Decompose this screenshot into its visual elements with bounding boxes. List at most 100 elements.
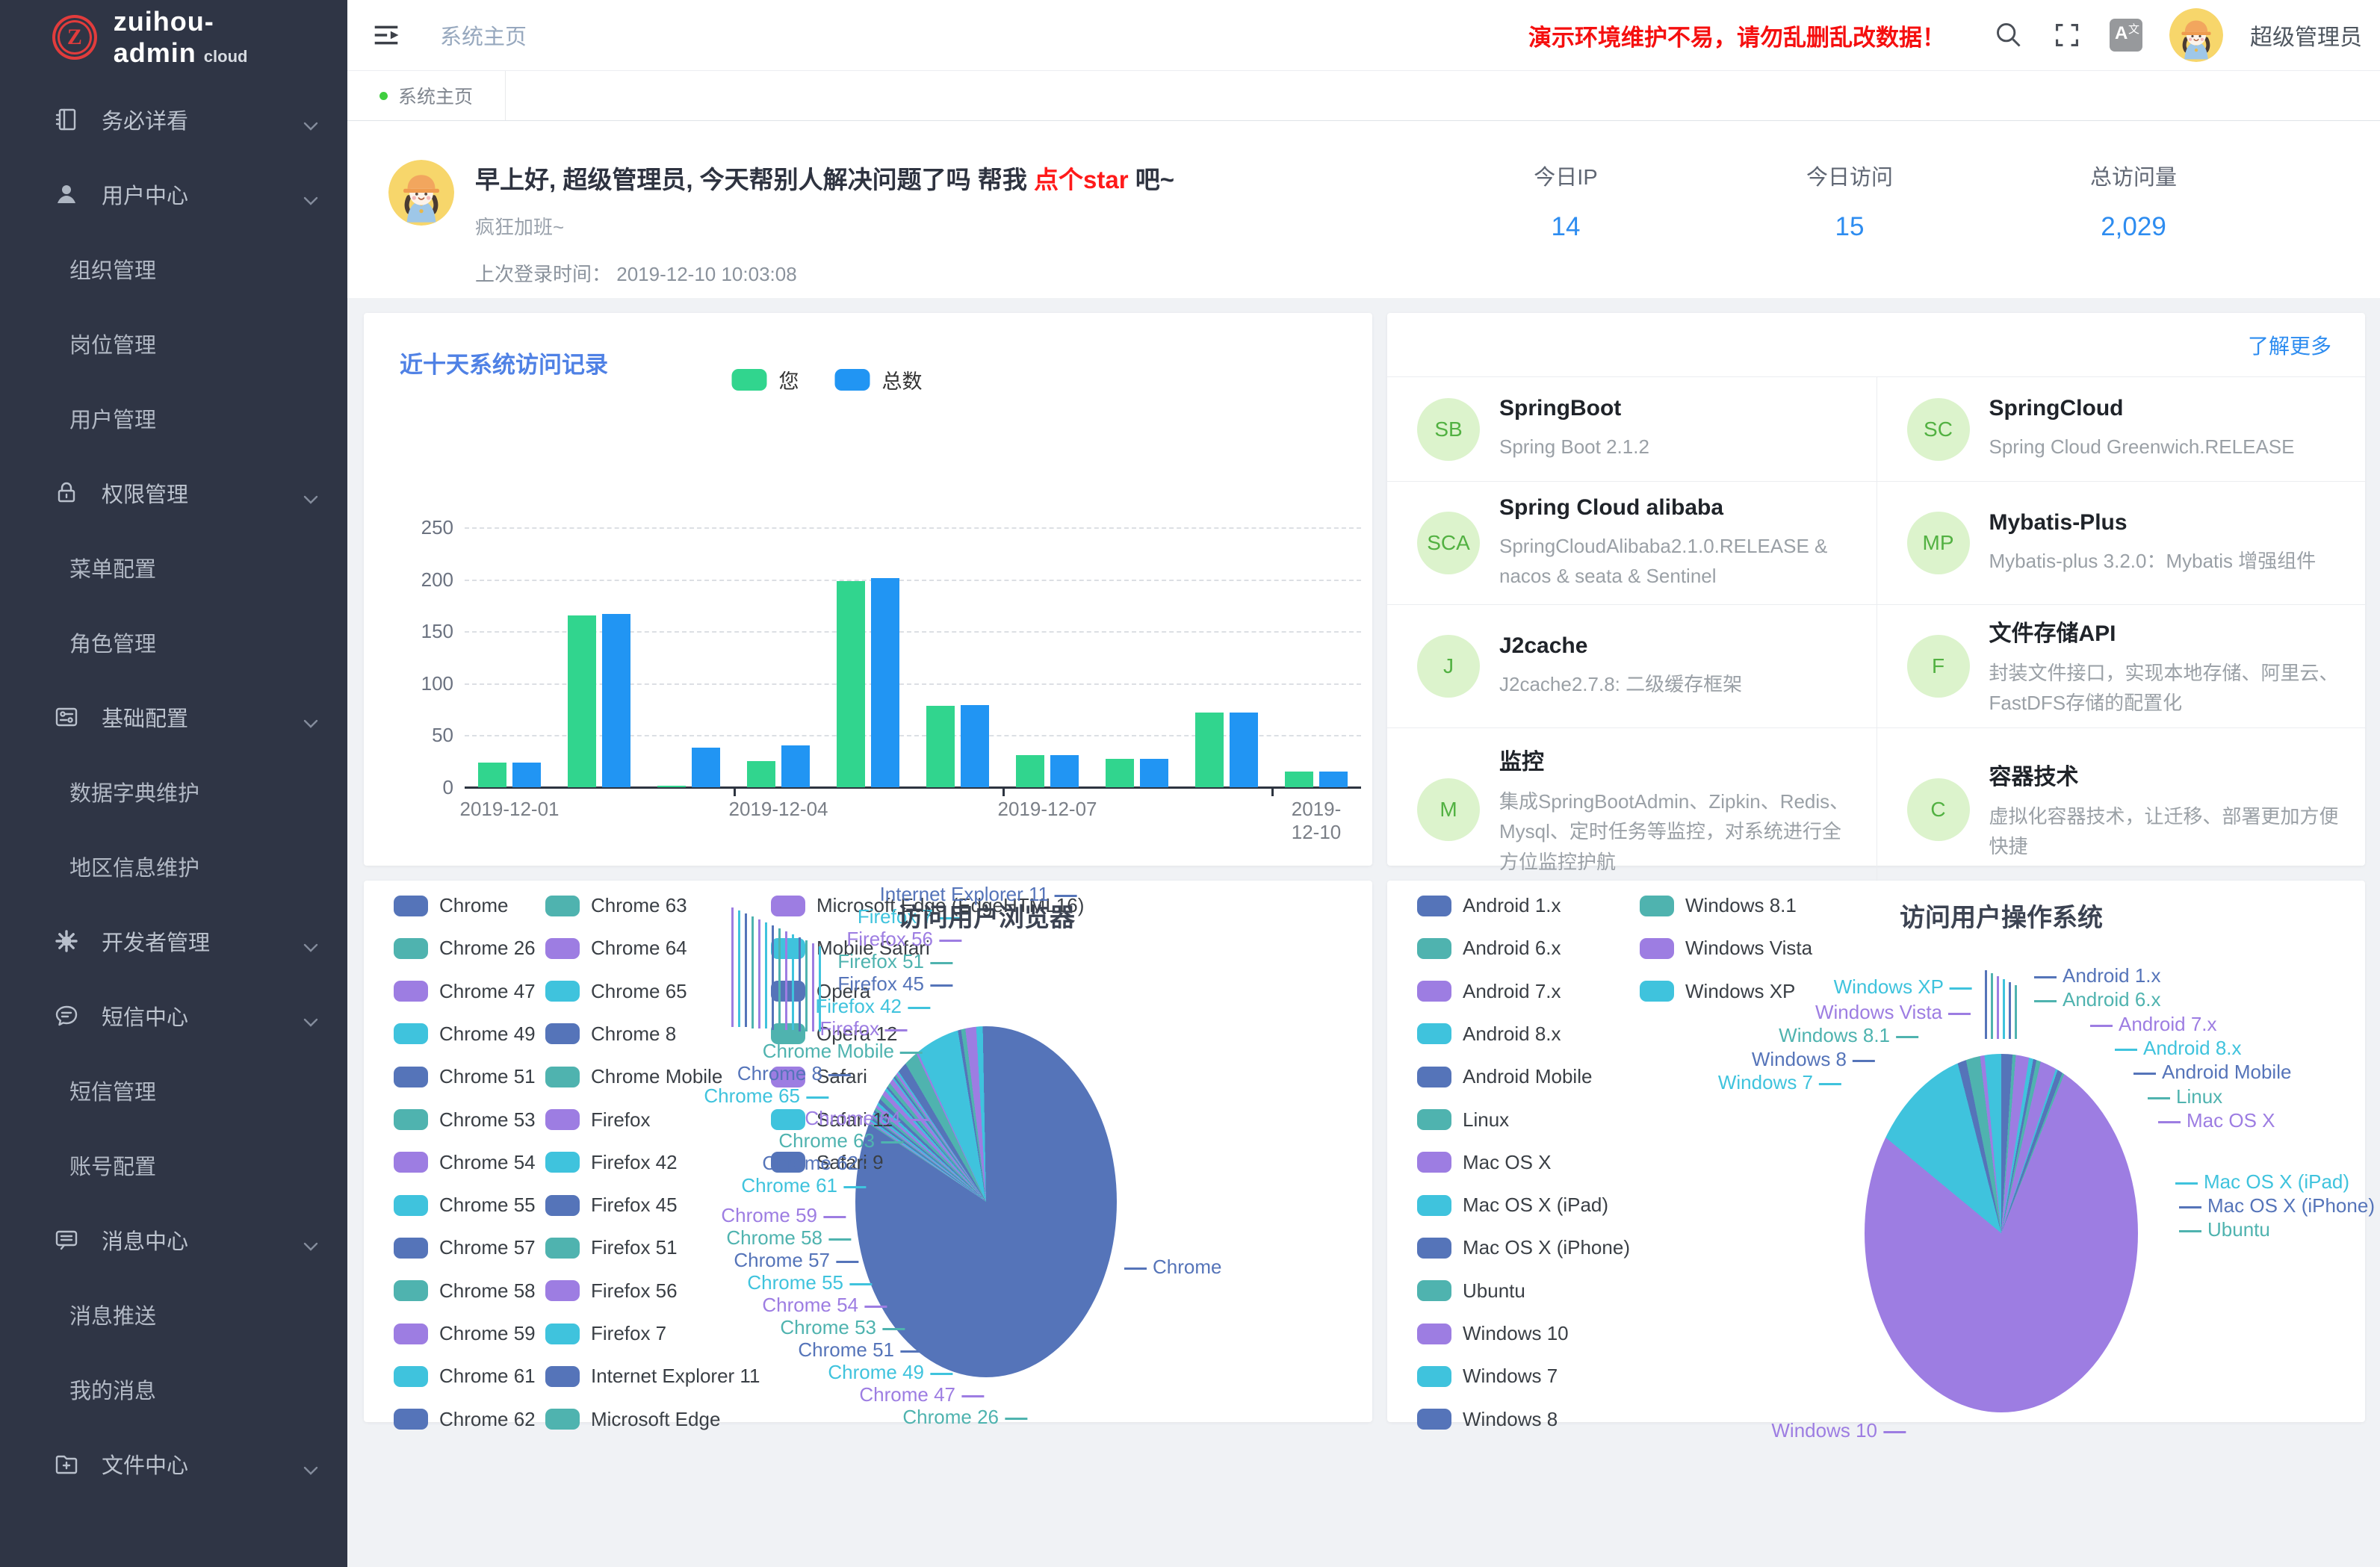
legend-item-Android Mobile[interactable]: Android Mobile (1417, 1065, 1592, 1088)
tab-home[interactable]: 系统主页 (347, 71, 506, 120)
sidebar-item-label: 基础配置 (102, 707, 189, 731)
legend-item-Windows 7[interactable]: Windows 7 (1417, 1365, 1558, 1388)
legend-item-Microsoft Edge[interactable]: Microsoft Edge (545, 1408, 720, 1431)
bar-总数-2019-12-01[interactable] (512, 763, 541, 787)
sidebar-item-group-11[interactable]: 开发者管理 (0, 904, 347, 978)
feature-text: SpringBoot Spring Boot 2.1.2 (1499, 396, 1649, 462)
bar-总数-2019-12-03[interactable] (692, 748, 720, 787)
legend-item-Chrome 57[interactable]: Chrome 57 (394, 1236, 536, 1259)
legend-item-Chrome 58[interactable]: Chrome 58 (394, 1279, 536, 1303)
bar-您-2019-12-07[interactable] (1016, 755, 1044, 787)
legend-item-您[interactable]: 您 (731, 365, 799, 394)
legend-item-Mac OS X (iPad)[interactable]: Mac OS X (iPad) (1417, 1194, 1608, 1217)
sidebar-item-group-8[interactable]: 基础配置 (0, 680, 347, 754)
sidebar-item-group-15[interactable]: 消息中心 (0, 1203, 347, 1277)
legend-item-Chrome 62[interactable]: Chrome 62 (394, 1408, 536, 1431)
bar-总数-2019-12-05[interactable] (871, 578, 899, 787)
legend-item-Linux[interactable]: Linux (1417, 1108, 1509, 1132)
legend-item-Chrome[interactable]: Chrome (394, 894, 508, 917)
legend-item-Android 7.x[interactable]: Android 7.x (1417, 980, 1561, 1003)
legend-item-Chrome 26[interactable]: Chrome 26 (394, 937, 536, 960)
fullscreen-icon[interactable] (2051, 19, 2083, 51)
sidebar-item-3[interactable]: 岗位管理 (0, 306, 347, 381)
bar-您-2019-12-06[interactable] (926, 706, 955, 787)
legend-item-Internet Explorer 11[interactable]: Internet Explorer 11 (545, 1365, 760, 1388)
legend-item-Firefox 56[interactable]: Firefox 56 (545, 1279, 678, 1303)
bar-您-2019-12-01[interactable] (478, 763, 506, 787)
legend-item-Firefox 42[interactable]: Firefox 42 (545, 1151, 678, 1174)
pie-leader-line (799, 937, 801, 1031)
legend-item-Chrome 59[interactable]: Chrome 59 (394, 1322, 536, 1345)
bar-您-2019-12-09[interactable] (1195, 713, 1224, 787)
bar-总数-2019-12-07[interactable] (1050, 755, 1079, 787)
legend-item-Firefox 51[interactable]: Firefox 51 (545, 1236, 678, 1259)
pie-chart[interactable] (1865, 1054, 2138, 1412)
sidebar-item-group-12[interactable]: 短信中心 (0, 978, 347, 1053)
sidebar-item-group-5[interactable]: 权限管理 (0, 456, 347, 530)
bar-总数-2019-12-04[interactable] (781, 745, 810, 787)
sidebar-item-4[interactable]: 用户管理 (0, 381, 347, 456)
legend-item-Chrome 61[interactable]: Chrome 61 (394, 1365, 536, 1388)
bar-总数-2019-12-02[interactable] (602, 614, 630, 787)
sidebar-item-6[interactable]: 菜单配置 (0, 530, 347, 605)
legend-item-Mac OS X[interactable]: Mac OS X (1417, 1151, 1551, 1174)
sidebar-item-10[interactable]: 地区信息维护 (0, 829, 347, 904)
avatar[interactable] (2169, 8, 2223, 62)
legend-item-Chrome 54[interactable]: Chrome 54 (394, 1151, 536, 1174)
sidebar-item-14[interactable]: 账号配置 (0, 1128, 347, 1203)
sidebar-item-group-18[interactable]: 文件中心 (0, 1427, 347, 1501)
sidebar-item-16[interactable]: 消息推送 (0, 1277, 347, 1352)
legend-item-Windows 10[interactable]: Windows 10 (1417, 1322, 1569, 1345)
bar-总数-2019-12-08[interactable] (1140, 759, 1168, 787)
username[interactable]: 超级管理员 (2250, 25, 2362, 50)
bar-您-2019-12-10[interactable] (1285, 772, 1313, 787)
legend-item-Chrome 49[interactable]: Chrome 49 (394, 1023, 536, 1046)
bar-您-2019-12-05[interactable] (837, 581, 865, 787)
sidebar-item-group-0[interactable]: 务必详看 (0, 82, 347, 157)
legend-item-Windows XP[interactable]: Windows XP (1640, 980, 1795, 1003)
legend-item-Windows Vista[interactable]: Windows Vista (1640, 937, 1812, 960)
bar-您-2019-12-08[interactable] (1106, 759, 1134, 787)
legend-item-Ubuntu[interactable]: Ubuntu (1417, 1279, 1525, 1303)
legend-item-Chrome Mobile[interactable]: Chrome Mobile (545, 1065, 722, 1088)
bar-您-2019-12-02[interactable] (568, 615, 596, 787)
legend-item-Firefox 7[interactable]: Firefox 7 (545, 1322, 666, 1345)
sidebar-item-13[interactable]: 短信管理 (0, 1053, 347, 1128)
legend-item-Windows 8[interactable]: Windows 8 (1417, 1408, 1558, 1431)
legend-item-Mac OS X (iPhone)[interactable]: Mac OS X (iPhone) (1417, 1236, 1630, 1259)
sidebar-item-7[interactable]: 角色管理 (0, 605, 347, 680)
legend-item-Android 6.x[interactable]: Android 6.x (1417, 937, 1561, 960)
bar-您-2019-12-03[interactable] (657, 786, 686, 787)
learn-more-link[interactable]: 了解更多 (2247, 334, 2331, 358)
sidebar-item-label: 我的消息 (69, 1380, 157, 1403)
bar-您-2019-12-04[interactable] (747, 761, 775, 787)
bar-总数-2019-12-06[interactable] (961, 705, 989, 787)
star-link[interactable]: 点个star (1034, 166, 1129, 193)
legend-item-Windows 8.1[interactable]: Windows 8.1 (1640, 894, 1797, 917)
legend-item-Firefox 45[interactable]: Firefox 45 (545, 1194, 678, 1217)
pie-label-Linux: Linux (2148, 1085, 2222, 1108)
legend-item-Chrome 53[interactable]: Chrome 53 (394, 1108, 536, 1132)
search-icon[interactable] (1993, 19, 2024, 51)
sidebar-item-9[interactable]: 数据字典维护 (0, 754, 347, 829)
bar-总数-2019-12-10[interactable] (1319, 772, 1348, 787)
legend-item-Chrome 47[interactable]: Chrome 47 (394, 980, 536, 1003)
legend-item-Chrome 51[interactable]: Chrome 51 (394, 1065, 536, 1088)
menu-fold-icon[interactable] (371, 20, 401, 50)
sidebar-item-17[interactable]: 我的消息 (0, 1352, 347, 1427)
sidebar-item-2[interactable]: 组织管理 (0, 232, 347, 306)
legend-item-Chrome 65[interactable]: Chrome 65 (545, 980, 687, 1003)
breadcrumb[interactable]: 系统主页 (440, 25, 527, 49)
legend-item-Android 1.x[interactable]: Android 1.x (1417, 894, 1561, 917)
legend-item-Chrome 55[interactable]: Chrome 55 (394, 1194, 536, 1217)
legend-item-Android 8.x[interactable]: Android 8.x (1417, 1023, 1561, 1046)
sidebar-item-group-1[interactable]: 用户中心 (0, 157, 347, 232)
legend-item-总数[interactable]: 总数 (834, 365, 923, 394)
message-icon (54, 1227, 79, 1253)
legend-item-Chrome 63[interactable]: Chrome 63 (545, 894, 687, 917)
legend-item-Chrome 8[interactable]: Chrome 8 (545, 1023, 676, 1046)
legend-item-Firefox[interactable]: Firefox (545, 1108, 650, 1132)
legend-item-Chrome 64[interactable]: Chrome 64 (545, 937, 687, 960)
bar-总数-2019-12-09[interactable] (1230, 713, 1258, 787)
